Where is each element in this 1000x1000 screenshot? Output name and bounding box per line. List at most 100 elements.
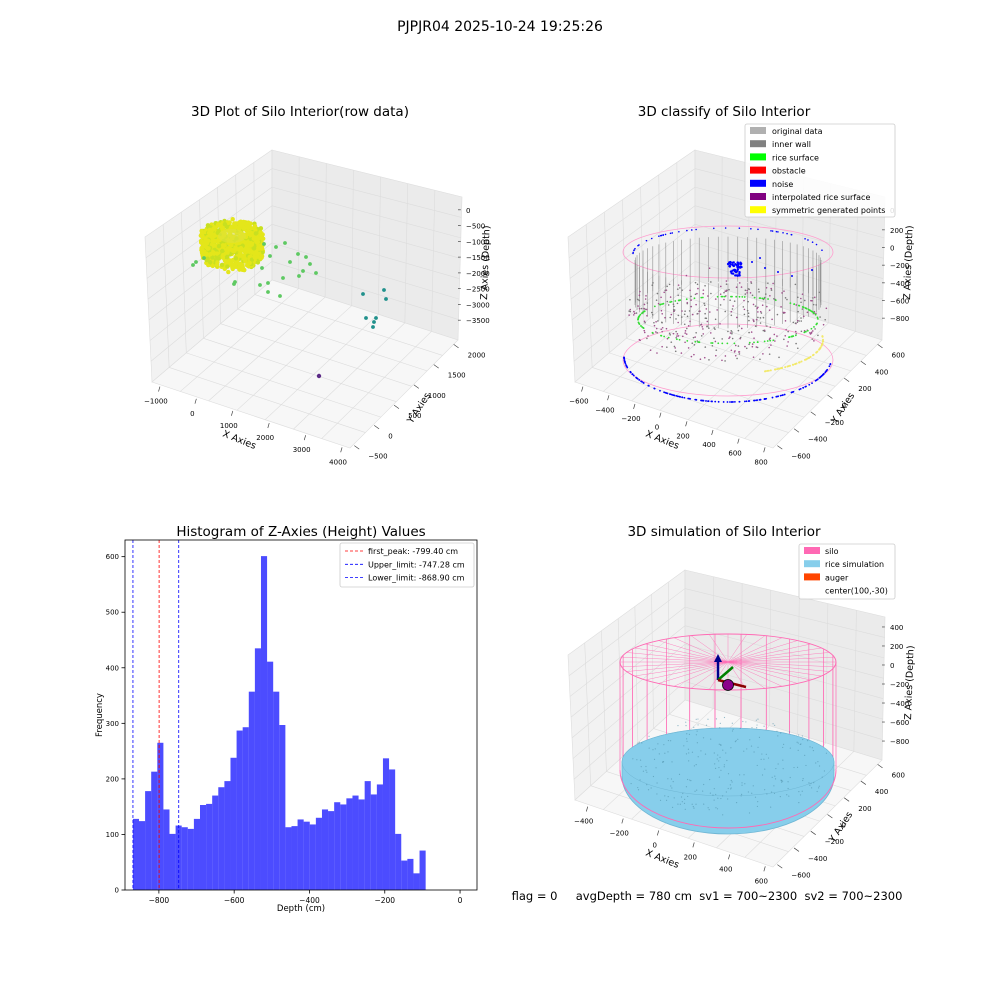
panel-raw-data-ylabel: Y Axies (405, 391, 434, 427)
raw-z-tick-label: −3500 (466, 317, 490, 325)
classified-point (710, 281, 712, 283)
classified-point (675, 318, 677, 320)
symmetric-point (769, 369, 772, 372)
rice-surface-point (761, 297, 764, 300)
rice-surface-point (678, 338, 681, 341)
noise-point (763, 398, 766, 400)
noise-point (750, 227, 752, 230)
classified-point (751, 343, 754, 345)
classified-point (653, 324, 656, 327)
rice-sim-point (804, 754, 806, 756)
classified-point (738, 282, 741, 284)
rice-sim-point (798, 791, 800, 793)
symmetric-point (815, 351, 818, 354)
noise-point (642, 382, 645, 384)
rice-sim-point (747, 791, 749, 793)
classified-point (729, 336, 731, 338)
rice-sim-point (739, 727, 741, 729)
rice-sim-point (647, 789, 650, 791)
classified-point (819, 316, 821, 318)
legend-swatch (804, 547, 820, 554)
rice-sim-point (788, 795, 790, 797)
rice-surface-point (805, 307, 808, 310)
rice-sim-point (722, 749, 724, 751)
classified-point (771, 318, 773, 321)
raw-point (255, 260, 261, 265)
noise-point (712, 227, 715, 230)
noise-point (695, 398, 698, 401)
classified-point (794, 283, 797, 286)
rice-sim-point (671, 787, 673, 789)
classify-y-tick-label: 600 (892, 351, 905, 359)
classified-point (676, 335, 678, 337)
rice-sim-point (757, 746, 759, 748)
classified-point (732, 305, 734, 307)
classified-point (676, 333, 679, 335)
panel-classify-xlabel: X Axies (644, 429, 681, 452)
rice-sim-point (648, 735, 650, 737)
rice-sim-point (685, 786, 688, 788)
histogram-bar (352, 795, 359, 890)
classified-point (676, 288, 679, 290)
symmetric-point (780, 367, 783, 370)
histogram-y-tick-label: 500 (106, 609, 119, 617)
rice-sim-point (809, 784, 811, 786)
classify-z-tick-label: 0 (890, 245, 894, 253)
classified-point (762, 353, 764, 355)
rice-sim-point (799, 794, 802, 796)
rice-sim-point (718, 766, 720, 769)
rice-sim-point (783, 743, 785, 745)
rice-sim-point (656, 782, 658, 784)
histogram-bar (297, 819, 304, 890)
classified-point (797, 296, 799, 299)
classified-point (768, 309, 771, 311)
raw-y-tick-label: 1000 (428, 392, 446, 400)
classified-point (746, 289, 748, 292)
classified-point (725, 289, 728, 292)
legend-entry: interpolated rice surface (772, 193, 870, 202)
rice-surface-point (753, 296, 756, 299)
classified-point (646, 337, 648, 340)
rice-surface-point (698, 341, 701, 344)
rice-surface-point (816, 316, 819, 319)
rice-sim-point (709, 778, 711, 781)
raw-point (249, 242, 255, 247)
classified-point (749, 292, 752, 294)
histogram-bar (309, 824, 316, 890)
classified-point (785, 329, 787, 331)
classified-point (680, 316, 683, 318)
symmetric-point (784, 366, 787, 369)
classified-point (757, 311, 759, 313)
noise-point (790, 233, 793, 236)
legend-swatch (750, 153, 766, 161)
rice-sim-point (685, 753, 688, 755)
raw-point (361, 292, 365, 296)
classified-point (765, 286, 768, 289)
classified-point (677, 284, 680, 286)
rice-surface-point (686, 339, 689, 342)
noise-point (764, 267, 766, 269)
classified-point (812, 297, 814, 299)
classified-point (719, 285, 722, 288)
histogram-x-tick-label: −800 (149, 896, 170, 905)
raw-point (237, 262, 243, 267)
classified-point (730, 349, 733, 352)
noise-point (815, 243, 818, 246)
noise-point (738, 266, 742, 269)
noise-point (623, 360, 626, 363)
classified-point (683, 323, 686, 326)
rice-sim-point (726, 759, 728, 762)
classified-point (655, 299, 658, 301)
rice-sim-point (774, 778, 777, 780)
rice-surface-point (807, 308, 810, 311)
noise-point (781, 394, 784, 397)
noise-point (736, 261, 739, 264)
raw-point (222, 222, 228, 227)
classified-point (661, 326, 664, 329)
rice-sim-point (707, 718, 709, 720)
noise-point (824, 371, 827, 374)
rice-sim-point (684, 798, 686, 800)
rice-sim-point (664, 795, 666, 797)
rice-sim-point (793, 766, 795, 769)
classified-point (801, 308, 804, 310)
